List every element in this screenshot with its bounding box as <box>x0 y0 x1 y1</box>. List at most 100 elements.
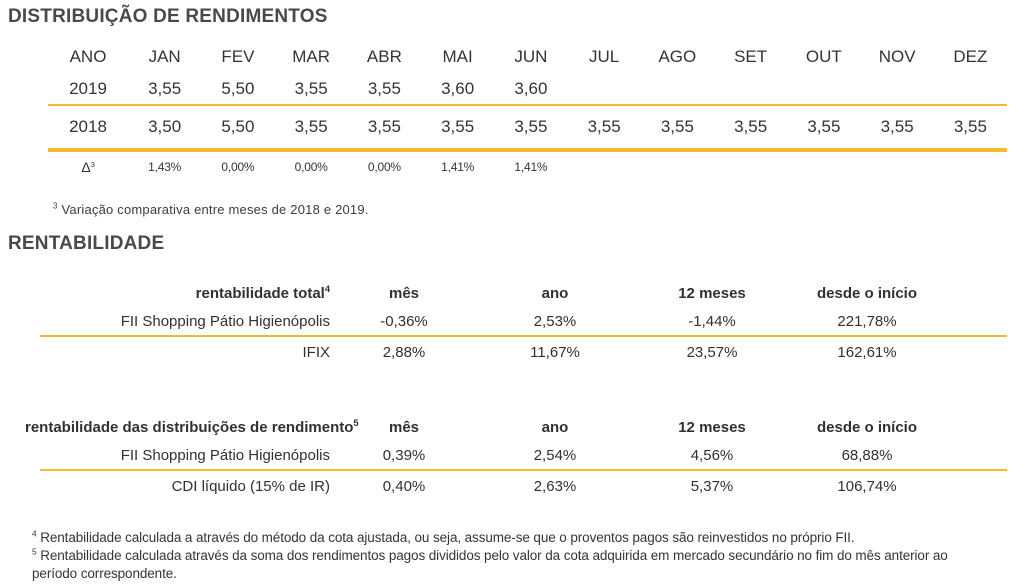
cell-value: 0,00% <box>221 160 255 174</box>
footnote-5: 5 Rentabilidade calculada através da som… <box>32 547 990 583</box>
table-title-text: rentabilidade das distribuições de rendi… <box>25 418 354 436</box>
col-header-ano: ANO <box>69 47 107 66</box>
cell-value: -1,44% <box>688 312 736 330</box>
cell-value: 106,74% <box>837 477 897 495</box>
cell-value: 1,41% <box>441 160 475 174</box>
col-header-mes: mês <box>388 284 420 302</box>
col-header-month: MAR <box>292 47 331 66</box>
rentability-total-table: rentabilidade total4 mês ano 12 meses de… <box>25 279 1007 367</box>
footnote-5-text: Rentabilidade calculada através da soma … <box>32 548 948 581</box>
cell-value: 3,55 <box>441 117 475 136</box>
cell-value: 3,55 <box>807 117 841 136</box>
cell-value: 3,50 <box>148 117 182 136</box>
col-header-12meses: 12 meses <box>678 418 746 436</box>
footnote-5-marker: 5 <box>32 546 37 557</box>
col-header-month: AGO <box>658 47 697 66</box>
col-header-month: ABR <box>366 47 402 66</box>
footnote-3-text: Variação comparativa entre meses de 2018… <box>57 202 369 217</box>
cell-value: 3,55 <box>294 79 328 98</box>
delta-superscript: 3 <box>90 160 95 169</box>
row-cdi: CDI líquido (15% de IR) 0,40% 2,63% 5,37… <box>25 471 1007 501</box>
col-header-month: JUN <box>514 47 548 66</box>
cell-value: 3,55 <box>880 117 914 136</box>
cell-value: 3,55 <box>294 117 328 136</box>
cell-value: 3,55 <box>734 117 768 136</box>
cell-value: 3,55 <box>953 117 987 136</box>
row-ifix: IFIX 2,88% 11,67% 23,57% 162,61% <box>25 337 1007 367</box>
row-fii-dist: FII Shopping Pátio Higienópolis 0,39% 2,… <box>25 441 1007 469</box>
cell-value: 0,00% <box>367 160 401 174</box>
cell-value: 3,55 <box>367 79 401 98</box>
table-row-delta: Δ3 1,43% 0,00% 0,00% 0,00% 1,41% 1,41% <box>48 152 1007 182</box>
cell-value: 221,78% <box>837 312 897 330</box>
table-row-2019: 2019 3,55 5,50 3,55 3,55 3,60 3,60 <box>48 74 1007 104</box>
cell-value: 5,37% <box>690 477 734 495</box>
cell-value: 1,41% <box>514 160 548 174</box>
row-label: FII Shopping Pátio Higienópolis <box>120 312 330 330</box>
cell-value: 23,57% <box>686 343 738 361</box>
distribution-section-title: DISTRIBUIÇÃO DE RENDIMENTOS <box>8 6 328 27</box>
col-header-month: OUT <box>805 47 842 66</box>
row-label: CDI líquido (15% de IR) <box>171 477 330 495</box>
cell-value: 3,55 <box>514 117 548 136</box>
cell-value: 2,88% <box>382 343 426 361</box>
cell-value: 3,55 <box>587 117 621 136</box>
divider-line-gold <box>48 104 1007 106</box>
cell-value: 162,61% <box>837 343 897 361</box>
rentability-section-title: RENTABILIDADE <box>8 233 165 254</box>
distribution-header-row: ANO JAN FEV MAR ABR MAI JUN JUL AGO SET … <box>48 40 1007 74</box>
footnote-4: 4 Rentabilidade calculada a através do m… <box>32 529 990 547</box>
table-title-rentabilidade-total: rentabilidade total4 <box>25 283 330 302</box>
row-label: IFIX <box>302 343 330 361</box>
cell-value: 0,00% <box>294 160 328 174</box>
cell-value: 2,54% <box>533 446 577 464</box>
divider-line-gold <box>40 469 1007 471</box>
col-header-month: DEZ <box>953 47 988 66</box>
footnote-4-text: Rentabilidade calculada a através do mét… <box>36 530 855 545</box>
footnote-4-marker: 4 <box>32 528 37 539</box>
cell-value: 0,39% <box>382 446 426 464</box>
row-label: FII Shopping Pátio Higienópolis <box>120 446 330 464</box>
cell-value: 2,53% <box>533 312 577 330</box>
year-label: 2018 <box>69 117 107 136</box>
row-fii-total: FII Shopping Pátio Higienópolis -0,36% 2… <box>25 307 1007 335</box>
cell-value: 2,63% <box>533 477 577 495</box>
cell-value: 68,88% <box>841 446 893 464</box>
bottom-footnotes: 4 Rentabilidade calculada a através do m… <box>32 529 990 583</box>
cell-value: -0,36% <box>380 312 428 330</box>
cell-value: 3,55 <box>660 117 694 136</box>
rentability-distributions-header-row: rentabilidade das distribuições de rendi… <box>25 413 1007 441</box>
year-label: 2019 <box>69 79 107 98</box>
table-title-superscript: 5 <box>353 417 359 428</box>
footnote-3: 3 Variação comparativa entre meses de 20… <box>53 202 1031 217</box>
cell-value: 0,40% <box>382 477 426 495</box>
rentability-distributions-table: rentabilidade das distribuições de rendi… <box>25 413 1007 501</box>
delta-symbol: Δ <box>81 159 91 175</box>
col-header-month: NOV <box>878 47 916 66</box>
col-header-month: FEV <box>221 47 255 66</box>
cell-value: 3,60 <box>441 79 475 98</box>
cell-value: 11,67% <box>530 343 580 361</box>
cell-value: 3,55 <box>367 117 401 136</box>
footnote-3-marker: 3 <box>53 201 58 211</box>
table-row-2018: 2018 3,50 5,50 3,55 3,55 3,55 3,55 3,55 … <box>48 106 1007 148</box>
table-title-superscript: 4 <box>324 283 330 294</box>
col-header-12meses: 12 meses <box>678 284 746 302</box>
col-header-month: JAN <box>148 47 181 66</box>
divider-line-gold <box>40 335 1007 337</box>
cell-value: 5,50 <box>221 117 255 136</box>
divider-line-gold-thick <box>48 148 1007 152</box>
cell-value: 5,50 <box>221 79 255 98</box>
col-header-ano: ano <box>541 284 569 302</box>
table-title-rentabilidade-distribuicoes: rentabilidade das distribuições de rendi… <box>25 418 359 436</box>
col-header-ano: ano <box>541 418 569 436</box>
col-header-mes: mês <box>388 418 420 436</box>
cell-value: 1,43% <box>148 160 182 174</box>
cell-value: 4,56% <box>690 446 734 464</box>
rentability-total-header-row: rentabilidade total4 mês ano 12 meses de… <box>25 279 1007 307</box>
delta-label: Δ3 <box>48 159 128 175</box>
col-header-month: MAI <box>442 47 473 66</box>
col-header-desde-inicio: desde o início <box>816 418 918 436</box>
cell-value: 3,55 <box>148 79 182 98</box>
